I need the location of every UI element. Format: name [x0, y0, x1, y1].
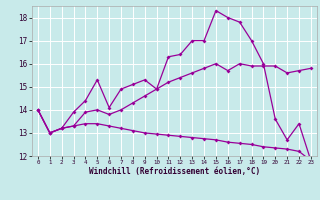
X-axis label: Windchill (Refroidissement éolien,°C): Windchill (Refroidissement éolien,°C)	[89, 167, 260, 176]
